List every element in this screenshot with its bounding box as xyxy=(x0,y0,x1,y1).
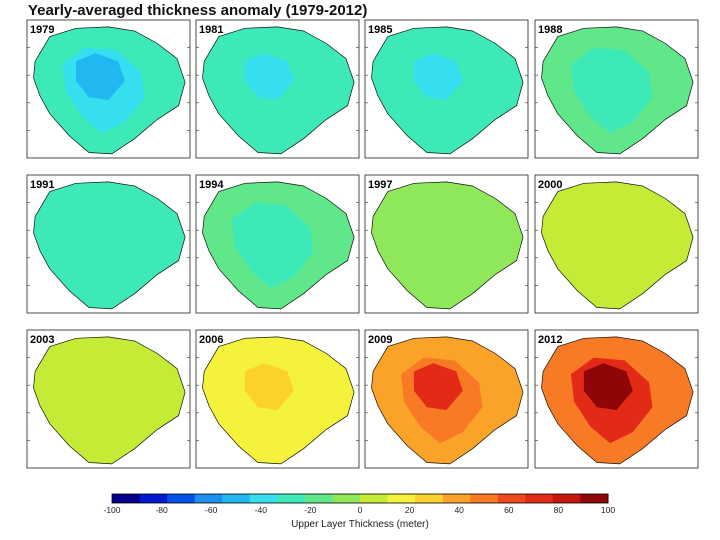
anomaly-core xyxy=(75,208,125,255)
map-panel-1991: 1991 xyxy=(26,174,191,314)
colorbar-tick-label: 40 xyxy=(454,505,464,515)
panel-year-label: 2009 xyxy=(368,334,392,346)
anomaly-core xyxy=(244,208,294,255)
colorbar-swatch xyxy=(167,494,196,503)
colorbar-swatch xyxy=(387,494,416,503)
colorbar-frame xyxy=(111,493,609,504)
colorbar-swatch xyxy=(139,494,168,503)
colorbar-swatch xyxy=(525,494,554,503)
map-panel-2000: 2000 xyxy=(534,174,699,314)
map-panel-2006: 2006 xyxy=(195,329,360,469)
anomaly-core xyxy=(244,363,294,410)
colorbar-swatch xyxy=(222,494,251,503)
colorbar-swatch xyxy=(277,494,306,503)
colorbar-swatch xyxy=(304,494,333,503)
colorbar-tick-label: 100 xyxy=(601,505,615,515)
panel-year-label: 1981 xyxy=(199,24,223,36)
panel-year-label: 2003 xyxy=(30,334,54,346)
map-panel-1979: 1979 xyxy=(26,19,191,159)
map-panel-1997: 1997 xyxy=(364,174,529,314)
map-panel-1988: 1988 xyxy=(534,19,699,159)
map-panel-1981: 1981 xyxy=(195,19,360,159)
colorbar-tick-label: -40 xyxy=(255,505,268,515)
panel-year-label: 2012 xyxy=(538,334,562,346)
anomaly-core xyxy=(413,363,463,410)
anomaly-core xyxy=(583,53,633,100)
map-panel-1985: 1985 xyxy=(364,19,529,159)
panel-year-label: 1991 xyxy=(30,179,54,191)
colorbar-tick-label: -20 xyxy=(304,505,317,515)
anomaly-core xyxy=(75,53,125,100)
colorbar-tick-label: -100 xyxy=(103,505,120,515)
anomaly-core xyxy=(413,208,463,255)
colorbar-tick-label: 80 xyxy=(554,505,564,515)
colorbar-swatch xyxy=(360,494,389,503)
anomaly-core xyxy=(583,363,633,410)
colorbar-swatch xyxy=(470,494,499,503)
panel-year-label: 1988 xyxy=(538,24,562,36)
colorbar-swatch xyxy=(112,494,141,503)
panel-year-label: 1997 xyxy=(368,179,392,191)
colorbar-tick-label: 20 xyxy=(405,505,415,515)
anomaly-core xyxy=(244,53,294,100)
panel-year-label: 1985 xyxy=(368,24,392,36)
colorbar-tick-label: -60 xyxy=(205,505,218,515)
colorbar-swatch xyxy=(415,494,444,503)
colorbar-swatch xyxy=(442,494,471,503)
panel-year-label: 1994 xyxy=(199,179,224,191)
colorbar-swatch xyxy=(497,494,526,503)
colorbar-tick-label: 0 xyxy=(358,505,363,515)
colorbar-label: Upper Layer Thickness (meter) xyxy=(291,519,429,530)
panel-year-label: 2000 xyxy=(538,179,562,191)
panel-year-label: 2006 xyxy=(199,334,223,346)
colorbar-swatch xyxy=(194,494,223,503)
figure-title: Yearly-averaged thickness anomaly (1979-… xyxy=(28,2,368,19)
map-panel-2003: 2003 xyxy=(26,329,191,469)
map-panel-2012: 2012 xyxy=(534,329,699,469)
colorbar-swatch xyxy=(552,494,581,503)
colorbar-swatch xyxy=(332,494,361,503)
anomaly-core xyxy=(583,208,633,255)
panel-year-label: 1979 xyxy=(30,24,54,36)
anomaly-core xyxy=(413,53,463,100)
anomaly-core xyxy=(75,363,125,410)
colorbar-tick-label: -80 xyxy=(155,505,168,515)
map-panel-1994: 1994 xyxy=(195,174,360,314)
colorbar-tick-label: 60 xyxy=(504,505,514,515)
colorbar-swatch xyxy=(580,494,609,503)
map-panel-2009: 2009 xyxy=(364,329,529,469)
colorbar-swatch xyxy=(249,494,278,503)
